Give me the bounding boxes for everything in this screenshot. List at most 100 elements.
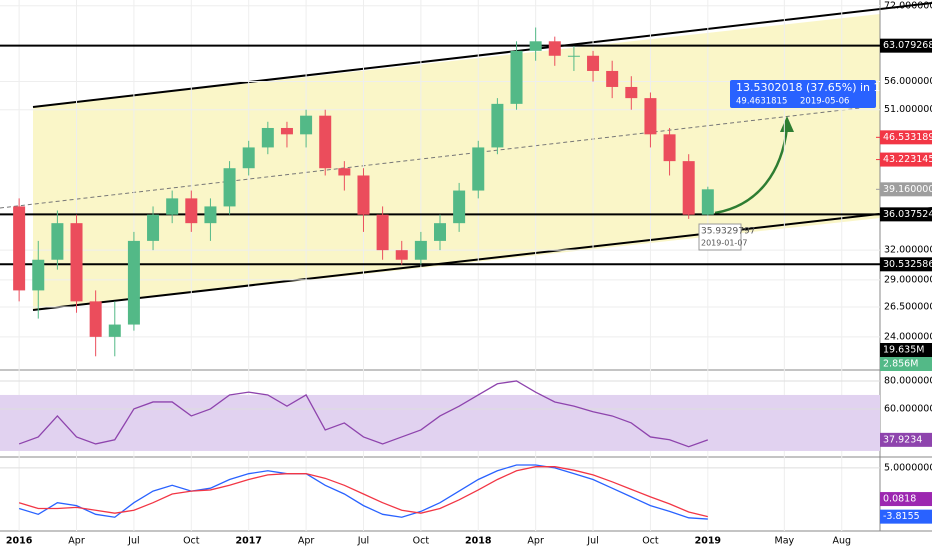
candle-body — [357, 175, 370, 215]
measure-date: 2019-05-06 — [800, 97, 849, 107]
candle-body — [663, 134, 676, 162]
channel-mid — [0, 107, 861, 209]
price-label-box — [880, 182, 932, 197]
x-tick-label: May — [775, 536, 795, 547]
macd-label-box — [880, 492, 932, 507]
x-tick-label: 2019 — [695, 536, 721, 547]
candle-body — [51, 223, 64, 260]
candle-body — [682, 161, 695, 215]
candle-body — [89, 301, 102, 337]
candle-body — [606, 70, 619, 87]
x-tick-label: Oct — [413, 536, 430, 547]
candle-body — [625, 86, 638, 99]
price-label: 43.2231459 — [883, 154, 932, 165]
candle-body — [185, 198, 198, 224]
x-tick-label: Jul — [586, 536, 598, 547]
measure-box — [730, 80, 876, 108]
rsi-label: 37.9234 — [883, 434, 922, 445]
price-label: 39.1600000 — [883, 184, 932, 195]
price-label-box — [880, 130, 932, 145]
candle-body — [166, 198, 179, 215]
x-tick-label: 2016 — [6, 536, 33, 547]
x-tick-label: Aug — [832, 536, 851, 547]
y-tick-label: 29.0000000 — [884, 274, 932, 285]
x-tick-label: Apr — [527, 536, 544, 547]
candle-body — [13, 206, 26, 291]
price-label-box — [880, 38, 932, 53]
channel-fill — [33, 14, 880, 310]
y-tick-label: 72.0000000 — [884, 0, 932, 11]
x-tick-label: Jul — [357, 536, 369, 547]
candle-body — [510, 50, 523, 104]
indicator-line — [18, 380, 709, 448]
price-label: 36.0375245 — [883, 209, 932, 220]
price-label-box — [880, 257, 932, 272]
y-tick-label: 80.0000000 — [884, 375, 932, 386]
candle-body — [32, 259, 45, 291]
price-label-box — [880, 207, 932, 222]
indicator-line — [18, 466, 708, 518]
low-note-price: 35.9329797 — [701, 227, 755, 237]
candle-body — [567, 55, 580, 57]
price-label: 46.5331898 — [883, 132, 932, 143]
candle-body — [242, 147, 255, 169]
indicator-line — [18, 464, 708, 520]
y-tick-label: 56.0000000 — [884, 76, 932, 87]
candle-body — [414, 240, 427, 260]
y-tick-label: 26.5000000 — [884, 301, 932, 312]
channel-lower — [32, 207, 932, 311]
candle-body — [376, 214, 389, 251]
low-note-box — [698, 223, 742, 251]
candle-body — [300, 115, 313, 135]
y-tick-label: 5.0000000 — [884, 462, 932, 473]
low-note-date: 2019-01-07 — [701, 239, 748, 248]
candle-body — [223, 168, 236, 207]
price-label-box — [880, 152, 932, 167]
x-tick-label: Apr — [298, 536, 315, 547]
macd-label: -3.8155 — [883, 511, 920, 522]
macd-label: 0.0818 — [883, 494, 916, 505]
candle-body — [453, 190, 466, 224]
y-tick-label: 24.0000000 — [884, 331, 932, 342]
rsi-band — [0, 394, 880, 451]
candle-body — [548, 41, 561, 56]
candle-body — [338, 168, 351, 176]
measure-price: 49.4631815 — [736, 97, 787, 107]
macd-label-box — [880, 509, 932, 524]
candle-body — [529, 41, 542, 51]
y-tick-label: 32.0000000 — [884, 245, 932, 256]
price-label: 63.0792680 — [883, 40, 932, 51]
x-tick-label: 2018 — [465, 536, 492, 547]
x-tick-label: Apr — [68, 536, 85, 547]
candle-body — [587, 55, 600, 71]
volume-label: 2.856M — [883, 359, 918, 370]
arrow-head — [780, 116, 794, 132]
candle-body — [434, 223, 446, 241]
x-tick-label: Jul — [127, 536, 139, 547]
rsi-label-box — [880, 432, 932, 447]
candle-body — [204, 206, 217, 224]
x-tick-label: Oct — [642, 536, 659, 547]
candle-body — [280, 127, 293, 135]
volume-label-box — [880, 357, 932, 371]
candle-body — [127, 240, 140, 325]
volume-label-box — [880, 343, 932, 357]
x-tick-label: 2017 — [235, 536, 261, 547]
y-tick-label: 60.0000000 — [884, 403, 932, 414]
volume-label: 19.635M — [883, 345, 924, 356]
candle-body — [395, 250, 408, 260]
candle-body — [644, 98, 657, 135]
candle-body — [70, 223, 83, 302]
x-tick-label: Oct — [183, 536, 200, 547]
candle-body — [701, 189, 714, 215]
channel-upper — [32, 2, 932, 108]
measure-text: 13.5302018 (37.65%) in 119d — [736, 81, 902, 94]
candle-body — [491, 103, 504, 148]
candle-body — [472, 147, 485, 191]
price-label: 30.5325860 — [883, 259, 932, 270]
candle-body — [319, 115, 332, 169]
candle-body — [147, 214, 160, 241]
y-tick-label: 51.0000000 — [884, 104, 932, 115]
